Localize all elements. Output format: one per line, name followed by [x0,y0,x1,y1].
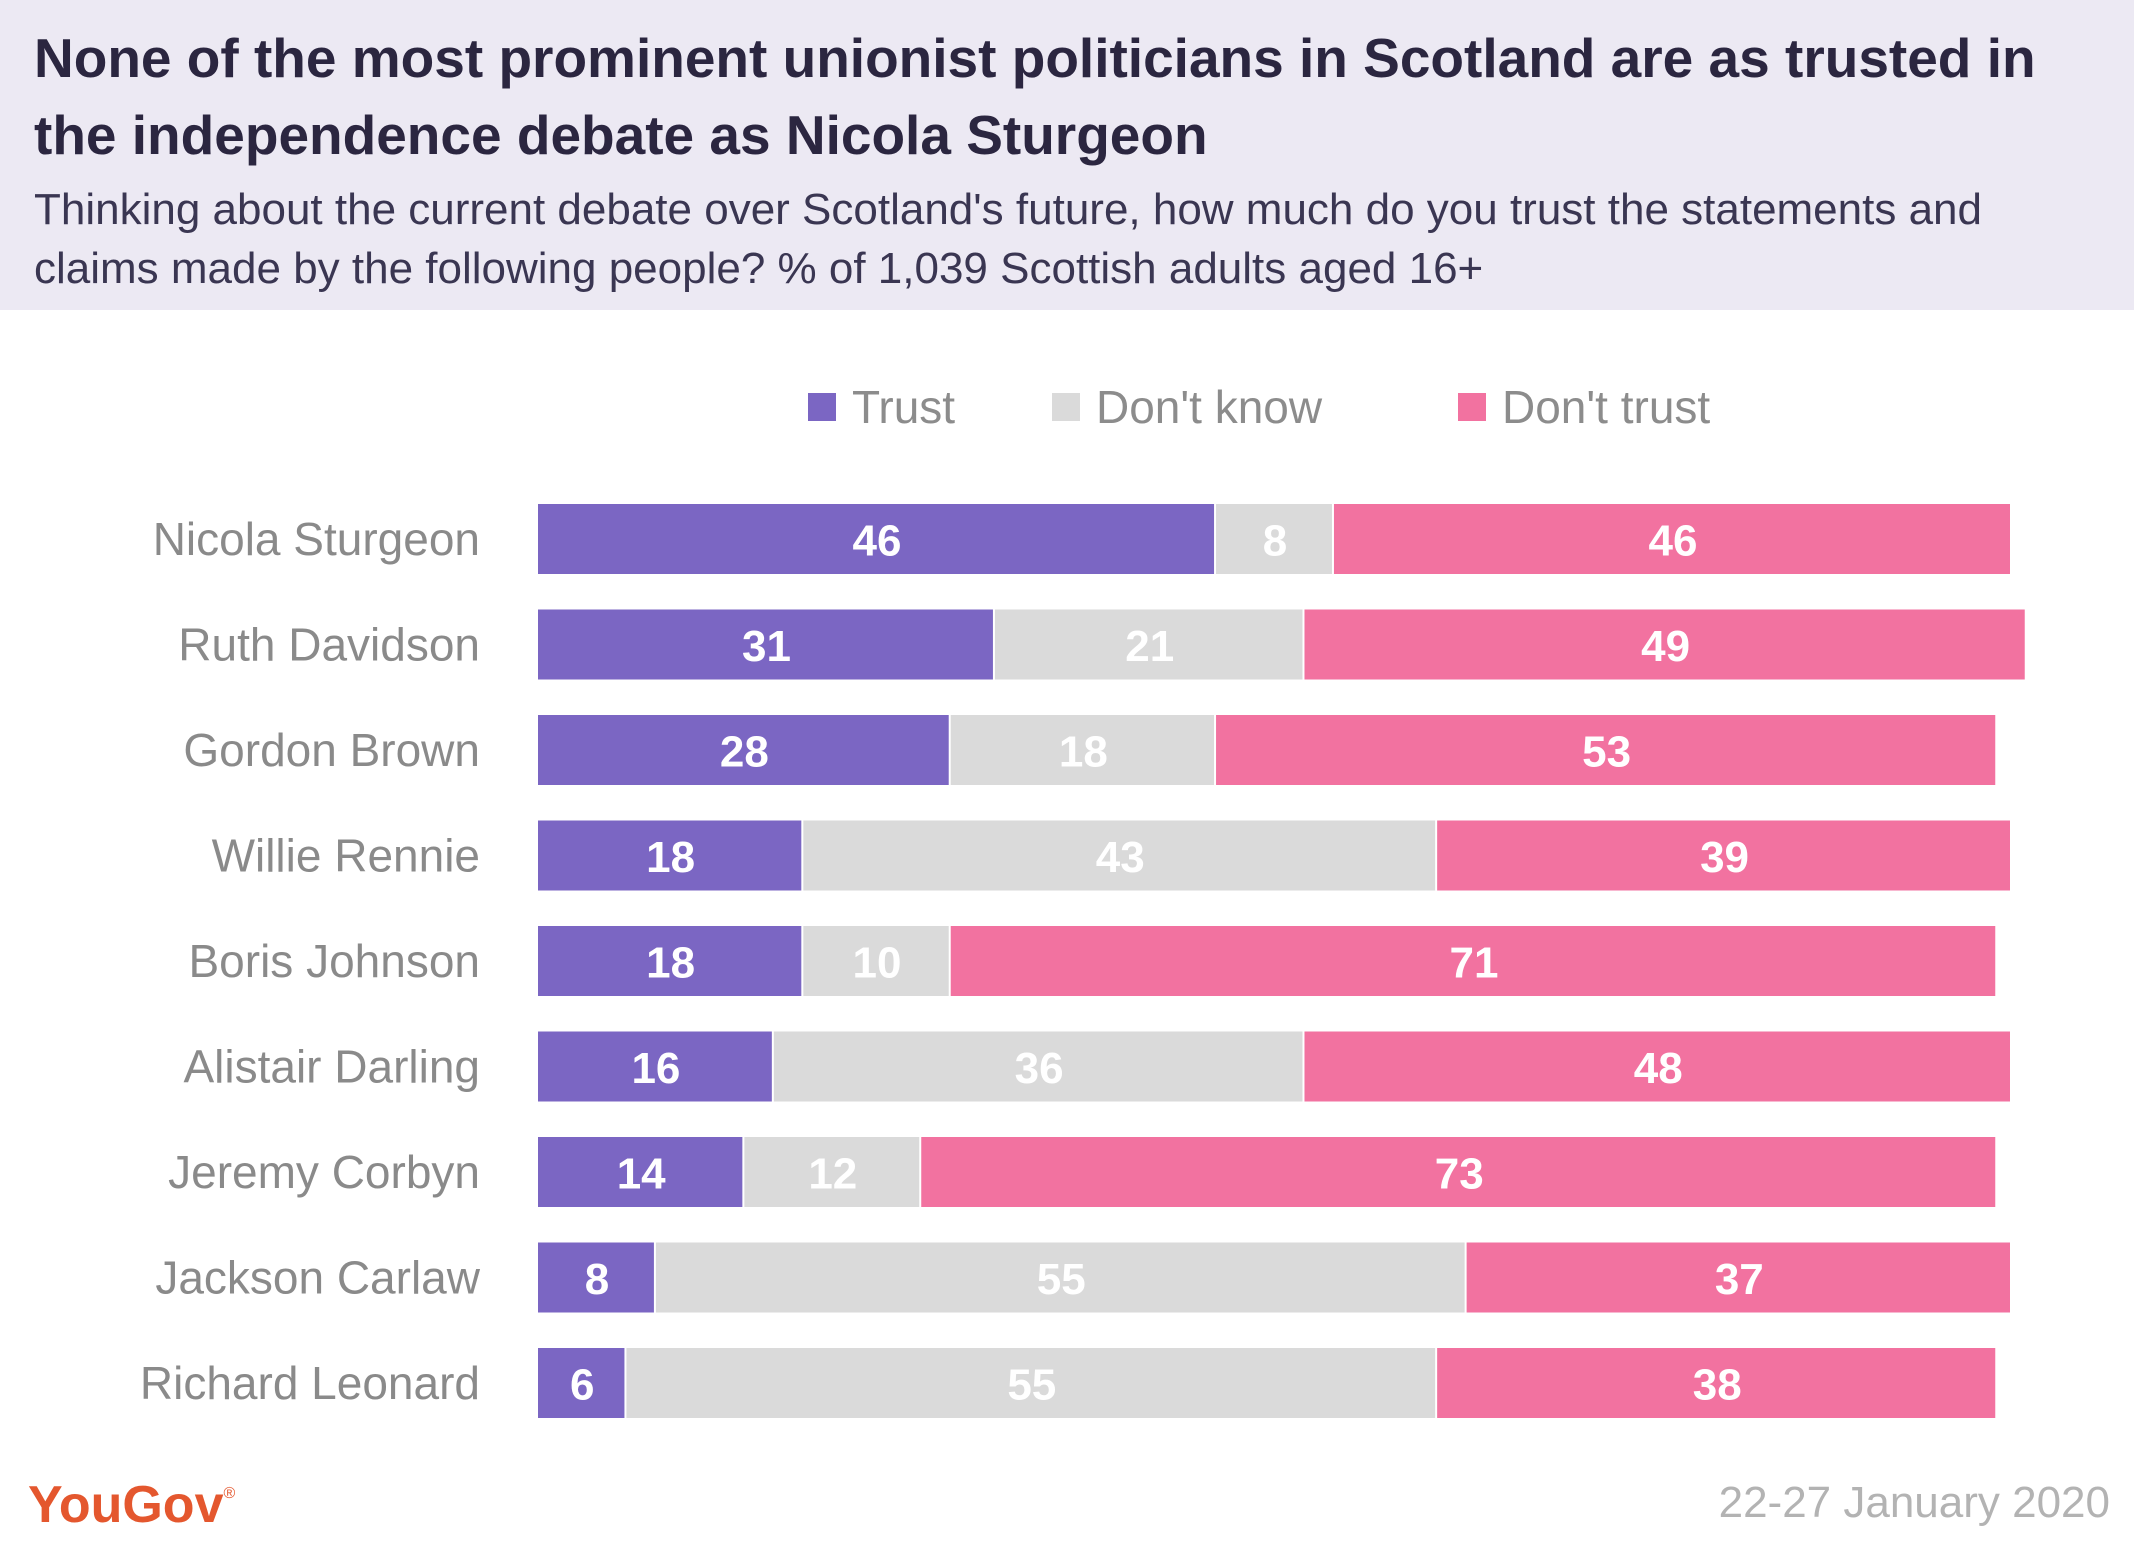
category-label: Gordon Brown [183,724,480,776]
data-label-trust: 31 [742,622,791,671]
bar-segment-don-t-know [803,820,1436,891]
data-label-trust: 46 [853,517,902,566]
data-label-don-t-know: 12 [808,1150,857,1199]
data-label-don-t-know: 36 [1015,1044,1064,1093]
bar-segment-don-t-trust [1437,820,2010,891]
bar-segment-trust [538,1031,772,1102]
data-label-don-t-trust: 71 [1450,939,1499,988]
bar-segment-don-t-trust [1304,609,2025,680]
bar-segment-don-t-trust [921,1137,1996,1207]
bar-segment-trust [538,715,949,785]
data-label-don-t-trust: 39 [1700,833,1749,882]
logo-text: YouGov [28,1476,224,1534]
legend-swatch-dont-trust [1458,393,1486,421]
category-label: Richard Leonard [140,1357,480,1409]
legend-label-dont-know: Don't know [1096,381,1323,433]
data-label-don-t-trust: 38 [1693,1361,1742,1410]
bar-segment-don-t-trust [1437,1348,1996,1418]
bar-segment-don-t-know [655,1242,1465,1313]
bar-segment-don-t-know [950,715,1215,785]
data-label-trust: 6 [570,1361,594,1410]
bar-segment-don-t-trust [1333,504,2010,574]
bar-segment-trust [538,1137,743,1207]
data-label-trust: 8 [585,1255,609,1304]
bar-segment-don-t-know [1216,504,1332,574]
stacked-bar-chart: Nicola Sturgeon 46 8 46 Ruth Davidson 31 21 49 G… [140,504,2025,1418]
legend-label-dont-trust: Don't trust [1502,381,1711,433]
data-label-don-t-know: 18 [1059,728,1108,777]
chart-subtitle: Thinking about the current debate over S… [34,185,1982,293]
bar-segment-don-t-know [803,926,949,996]
bar-segment-don-t-know [626,1348,1436,1418]
data-label-trust: 14 [617,1150,666,1199]
bar-segment-don-t-trust [1216,715,1996,785]
bar-segment-trust [538,926,802,996]
legend-swatch-trust [808,393,836,421]
header-panel: None of the most prominent unionist poli… [0,0,2134,310]
bar-segment-don-t-trust [1466,1242,2010,1313]
data-label-don-t-trust: 53 [1582,728,1631,777]
legend-label-trust: Trust [852,381,956,433]
data-label-don-t-know: 43 [1096,833,1145,882]
data-label-trust: 28 [720,728,769,777]
bar-segment-trust [538,504,1215,574]
legend-swatch-dont-know [1052,393,1080,421]
chart-title: None of the most prominent unionist poli… [34,27,2036,166]
logo-registered-mark: ® [223,1485,236,1502]
category-label: Ruth Davidson [178,619,480,671]
bar-segment-trust [538,820,802,891]
bar-segment-trust [538,1242,654,1313]
category-label: Alistair Darling [183,1041,480,1093]
bar-segment-don-t-know [994,609,1303,680]
data-label-trust: 18 [646,833,695,882]
category-label: Jackson Carlaw [155,1252,480,1304]
bar-segment-don-t-know [773,1031,1303,1102]
bar-segment-don-t-trust [950,926,1996,996]
category-label: Willie Rennie [212,830,480,882]
bar-segment-don-t-trust [1304,1031,2010,1102]
yougov-logo: YouGov® [28,1475,235,1535]
data-label-don-t-know: 8 [1263,517,1287,566]
data-label-don-t-trust: 73 [1435,1150,1484,1199]
data-label-don-t-trust: 49 [1641,622,1690,671]
category-label: Jeremy Corbyn [168,1146,480,1198]
data-label-don-t-trust: 46 [1649,517,1698,566]
bar-segment-don-t-know [744,1137,920,1207]
bar-segment-trust [538,609,993,680]
bar-segment-trust [538,1348,625,1418]
data-label-don-t-know: 55 [1007,1361,1056,1410]
category-label: Boris Johnson [189,935,481,987]
data-label-trust: 16 [631,1044,680,1093]
survey-date: 22-27 January 2020 [1718,1478,2110,1527]
legend-item-dont-trust: Don't trust [1458,380,1710,434]
legend: Trust Don't know Don't trust [0,380,2134,440]
data-label-don-t-know: 55 [1037,1255,1086,1304]
data-label-don-t-know: 10 [853,939,902,988]
data-label-don-t-know: 21 [1125,622,1174,671]
legend-item-trust: Trust [808,380,955,434]
data-label-trust: 18 [646,939,695,988]
legend-item-dont-know: Don't know [1052,380,1322,434]
category-label: Nicola Sturgeon [153,513,480,565]
data-label-don-t-trust: 48 [1634,1044,1683,1093]
data-label-don-t-trust: 37 [1715,1255,1764,1304]
